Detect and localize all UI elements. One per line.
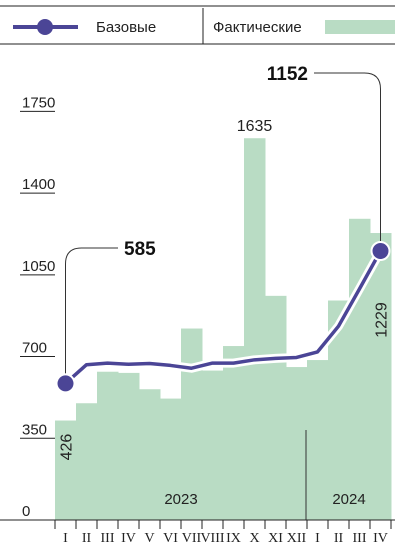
bar-7 — [181, 328, 203, 520]
bar-4 — [118, 372, 140, 520]
callout-label-first: 585 — [124, 239, 156, 260]
x-tick-label: IV — [121, 531, 136, 546]
data-labels: 426 1635 1229 — [59, 118, 391, 460]
year-label: 2024 — [332, 491, 365, 508]
bar-data-label: 426 — [59, 434, 76, 461]
y-tick-label: 1750 — [22, 94, 55, 111]
x-tick-label: V — [144, 531, 154, 546]
bar-6 — [160, 398, 182, 520]
x-tick-label: III — [101, 531, 115, 546]
bar-16 — [370, 233, 392, 520]
baseline-line — [63, 249, 383, 386]
bar-14 — [328, 300, 350, 520]
bars — [55, 138, 392, 521]
x-tick-label: III — [353, 531, 367, 546]
callout-leader — [314, 72, 381, 242]
x-tick-label: I — [315, 531, 320, 546]
bar-13 — [307, 360, 329, 520]
bar-3 — [97, 371, 119, 520]
y-tick-label: 350 — [22, 421, 47, 438]
baseline-series — [61, 246, 385, 388]
y-axis: 0 350 700 1050 1400 1750 — [20, 94, 55, 520]
legend-baseline-label: Базовые — [96, 19, 156, 36]
baseline-marker — [55, 373, 76, 394]
bar-12 — [286, 367, 308, 520]
bar-1 — [55, 420, 77, 520]
x-tick-label: XI — [268, 531, 283, 546]
y-tick-label: 1050 — [22, 258, 55, 275]
bar-9 — [223, 346, 245, 520]
x-tick-label: IX — [226, 531, 241, 546]
bar-data-label: 1635 — [237, 118, 273, 135]
bar-11 — [265, 295, 287, 520]
callouts: 585 1152 — [55, 64, 391, 394]
y-tick-label: 1400 — [22, 176, 55, 193]
bar-data-label: 1229 — [374, 302, 391, 338]
baseline-marker — [370, 241, 391, 262]
callout-leader — [65, 247, 118, 374]
x-tick-label: IV — [373, 531, 388, 546]
legend: Базовые Фактические — [0, 5, 395, 45]
callout-label-last: 1152 — [267, 64, 308, 85]
x-tick-label: II — [334, 531, 344, 546]
x-tick-label: VI — [163, 531, 178, 546]
legend-actual-label: Фактические — [213, 19, 302, 36]
x-tick-label: I — [63, 531, 68, 546]
bar-10 — [244, 138, 266, 521]
bar-15 — [349, 218, 371, 520]
x-tick-label: VII — [182, 531, 202, 546]
year-label: 2023 — [164, 491, 197, 508]
x-tick-label: XII — [287, 531, 307, 546]
y-tick-label: 0 — [22, 503, 30, 520]
bar-5 — [139, 389, 161, 520]
bar-2 — [76, 403, 98, 520]
x-tick-label: VIII — [200, 531, 224, 546]
y-tick-label: 700 — [22, 340, 47, 357]
x-tick-label: II — [82, 531, 92, 546]
legend-actual-swatch — [325, 20, 395, 34]
bar-8 — [202, 370, 224, 520]
legend-baseline-swatch-marker — [37, 19, 53, 35]
x-tick-label: X — [249, 531, 259, 546]
